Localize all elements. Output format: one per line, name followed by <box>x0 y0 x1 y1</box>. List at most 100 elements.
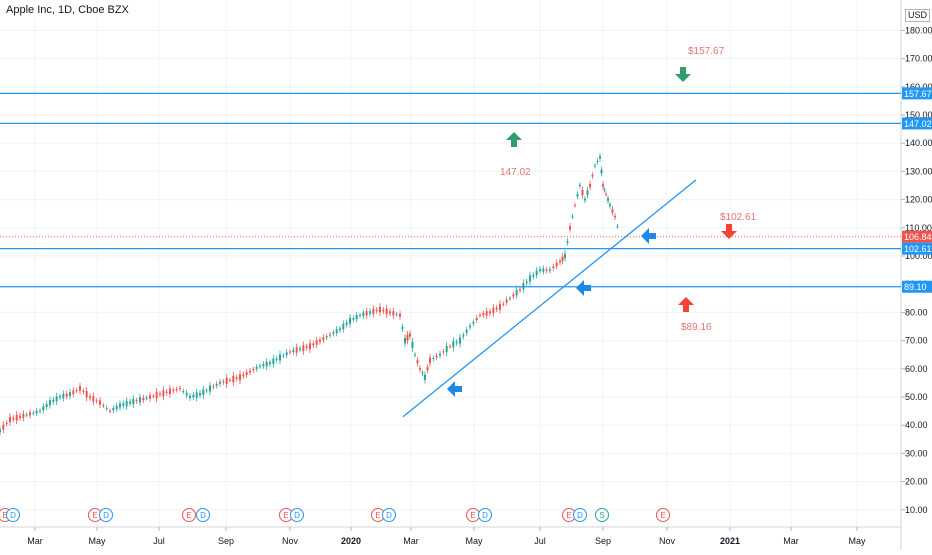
price-tag[interactable] <box>902 242 932 255</box>
candle-body <box>249 370 251 373</box>
event-marker[interactable] <box>382 508 396 522</box>
candle-body <box>242 374 245 377</box>
event-marker-label: D <box>294 511 300 520</box>
candle-body <box>265 361 268 367</box>
candle-body <box>262 363 265 367</box>
event-marker[interactable] <box>196 508 210 522</box>
candle-body <box>179 387 181 390</box>
event-marker-label: E <box>660 511 665 520</box>
candle-body <box>299 348 301 350</box>
candle-body <box>205 390 208 392</box>
x-tick-label: May <box>465 536 483 546</box>
arrow-up-green-icon[interactable] <box>506 132 522 147</box>
event-marker[interactable] <box>573 508 587 522</box>
event-marker[interactable] <box>6 508 20 522</box>
candle-body <box>559 260 561 263</box>
event-marker[interactable] <box>99 508 113 522</box>
candle-body <box>416 360 419 364</box>
candle-body <box>9 416 11 423</box>
arrow-left-blue-icon[interactable] <box>447 381 462 397</box>
x-tick-label: May <box>88 536 106 546</box>
candle-body <box>142 397 145 401</box>
candle-body <box>192 394 195 398</box>
x-tick-label: Sep <box>218 536 234 546</box>
event-marker[interactable] <box>182 508 196 522</box>
price-tag[interactable] <box>902 117 932 130</box>
candle-body <box>362 312 365 317</box>
candle-body <box>379 306 381 313</box>
candle-body <box>185 392 188 396</box>
candle-body <box>129 401 131 404</box>
event-marker-label: D <box>577 511 583 520</box>
candle-body <box>22 413 25 419</box>
candle-body <box>79 386 81 391</box>
candle-body <box>269 362 271 365</box>
candle-body <box>392 311 395 316</box>
candle-body <box>442 351 445 353</box>
candle-body <box>172 389 175 392</box>
price-tag[interactable] <box>902 280 932 293</box>
y-tick-label: 60.00 <box>905 364 928 374</box>
candle-body <box>169 388 171 395</box>
trendline[interactable] <box>402 179 697 418</box>
event-marker-label: E <box>375 511 380 520</box>
candle-body <box>232 375 235 383</box>
x-tick-label: Mar <box>27 536 43 546</box>
candle-body <box>591 174 594 177</box>
x-tick-label: Mar <box>783 536 799 546</box>
event-marker[interactable] <box>595 508 609 522</box>
event-marker-label: D <box>200 511 206 520</box>
event-marker[interactable] <box>478 508 492 522</box>
candle-body <box>219 381 221 384</box>
y-tick-label: 80.00 <box>905 307 928 317</box>
candle-body <box>125 400 128 407</box>
event-marker-label: E <box>92 511 97 520</box>
candle-body <box>539 269 541 272</box>
candle-body <box>492 307 495 314</box>
candle-body <box>295 347 298 353</box>
candle-body <box>614 215 616 218</box>
candle-body <box>329 334 331 336</box>
candle-body <box>212 386 215 388</box>
arrow-up-red-icon[interactable] <box>678 297 694 312</box>
candle-body <box>395 314 398 316</box>
candle-body <box>202 389 205 396</box>
candle-body <box>439 353 441 356</box>
candle-body <box>2 424 5 430</box>
candle-body <box>382 309 385 312</box>
arrow-down-red-icon[interactable] <box>721 224 737 239</box>
event-marker[interactable] <box>290 508 304 522</box>
candle-body <box>605 193 607 195</box>
candle-body <box>542 268 545 272</box>
currency-label[interactable]: USD <box>905 9 931 22</box>
candle-body <box>589 183 591 188</box>
candle-body <box>469 325 471 328</box>
arrow-down-green-icon[interactable] <box>675 67 691 82</box>
candle-body <box>369 311 371 314</box>
price-tag[interactable] <box>902 230 932 243</box>
candle-body <box>409 333 411 337</box>
y-tick-label: 10.00 <box>905 505 928 515</box>
y-tick-label: 30.00 <box>905 448 928 458</box>
candle-body <box>532 274 535 277</box>
candle-body <box>586 190 589 195</box>
candle-body <box>432 358 435 360</box>
arrow-left-blue-icon[interactable] <box>576 280 591 296</box>
candle-body <box>92 396 95 402</box>
candle-body <box>109 410 111 412</box>
candle-body <box>545 269 548 271</box>
candle-body <box>19 415 21 418</box>
event-marker[interactable] <box>656 508 670 522</box>
y-tick-label: 170.00 <box>905 54 932 64</box>
candle-body <box>505 299 508 303</box>
candle-body <box>332 332 335 334</box>
price-tag[interactable] <box>902 87 932 100</box>
arrow-left-blue-icon[interactable] <box>641 228 656 244</box>
event-marker-label: E <box>566 511 571 520</box>
candle-body <box>499 303 501 310</box>
candle-body <box>359 314 361 316</box>
candle-body <box>15 414 18 421</box>
candle-body <box>399 313 401 317</box>
